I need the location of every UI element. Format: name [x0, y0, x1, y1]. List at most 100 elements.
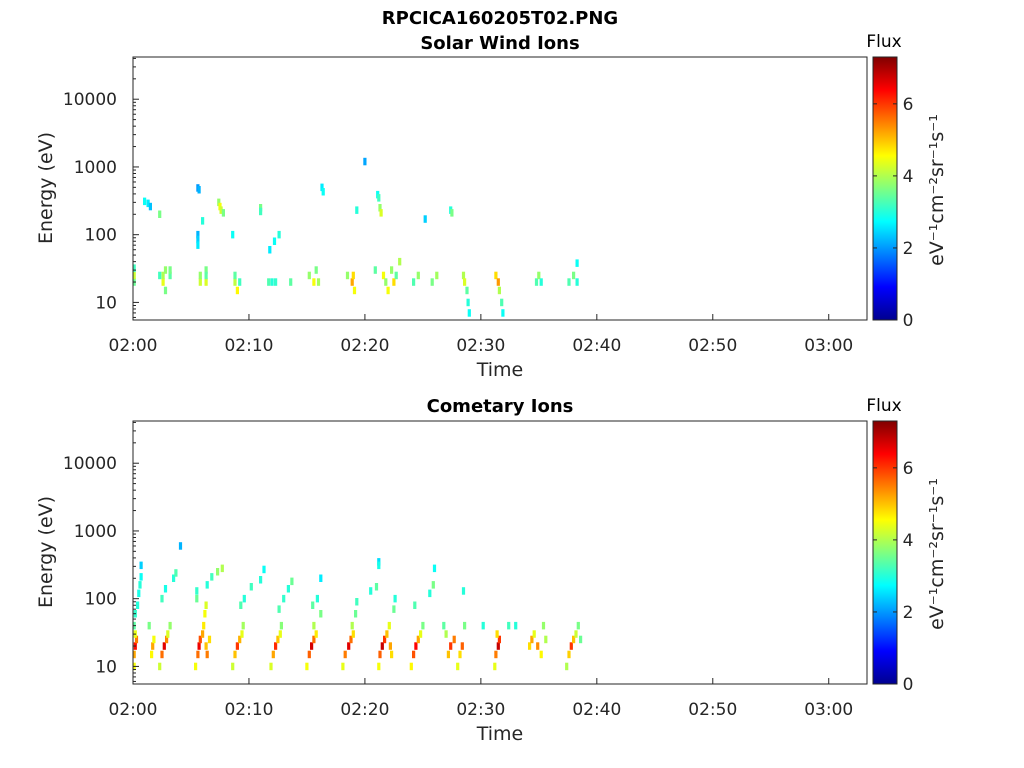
cometary-flux-cell	[274, 642, 278, 650]
cometary-flux-cell	[428, 589, 432, 598]
cometary-y-ticks: 10 100 1000 10000	[63, 421, 139, 682]
cometary-flux-cell	[319, 574, 323, 582]
solar-wind-flux-cell	[196, 230, 200, 239]
cometary-colorbar-tick-label: 0	[903, 675, 914, 695]
cometary-flux-cell	[409, 662, 413, 671]
solar-wind-flux-cell	[204, 271, 208, 280]
cometary-flux-cell	[139, 573, 143, 581]
cometary-flux-cell	[220, 564, 224, 573]
solar-wind-flux-cell	[146, 199, 150, 208]
solar-wind-flux-cell	[217, 198, 221, 207]
cometary-flux-cell	[544, 635, 548, 644]
solar-wind-x-tick-label: 03:00	[804, 336, 853, 356]
cometary-flux-cell	[514, 621, 518, 630]
cometary-flux-cell	[162, 642, 166, 650]
solar-wind-flux-cell	[351, 271, 355, 280]
cometary-flux-cell	[312, 635, 316, 644]
cometary-flux-cell	[165, 635, 169, 644]
solar-wind-flux-cell	[198, 271, 202, 280]
solar-wind-spectrogram	[132, 157, 579, 317]
solar-wind-flux-cell	[274, 278, 278, 286]
cometary-colorbar-tick-label: 4	[903, 531, 914, 551]
cometary-flux-cell	[312, 621, 316, 630]
cometary-flux-cell	[195, 587, 199, 595]
solar-wind-x-tick-label: 02:10	[224, 336, 273, 356]
cometary-flux-cell	[139, 561, 143, 570]
solar-wind-flux-cell	[268, 246, 272, 254]
cometary-x-tick-label: 03:00	[804, 700, 853, 720]
cometary-axes	[132, 420, 868, 685]
cometary-flux-cell	[446, 650, 450, 659]
cometary-flux-cell	[377, 662, 381, 671]
cometary-flux-cell	[390, 650, 394, 659]
solar-wind-flux-cell	[461, 271, 466, 280]
solar-wind-flux-cell	[575, 278, 579, 286]
cometary-flux-cell	[315, 594, 319, 603]
cometary-flux-cell	[172, 574, 176, 582]
solar-wind-x-ticks: 02:00 02:10 02:20 02:30 02:40 02:50 03:00	[109, 314, 853, 356]
cometary-x-label: Time	[476, 723, 524, 745]
solar-wind-x-tick-label: 02:50	[688, 336, 737, 356]
cometary-colorbar-scale	[872, 420, 898, 685]
solar-wind-flux-cell	[392, 278, 396, 286]
cometary-flux-cell	[204, 601, 208, 609]
cometary-flux-cell	[350, 621, 354, 630]
cometary-flux-cell	[277, 605, 281, 613]
figure-title: RPCICA160205T02.PNG	[382, 8, 618, 29]
solar-wind-axes	[132, 56, 868, 321]
cometary-flux-cell	[388, 642, 392, 650]
solar-wind-flux-cell	[394, 271, 398, 280]
cometary-flux-cell	[530, 635, 534, 644]
cometary-flux-cell	[481, 621, 485, 630]
cometary-flux-cell	[238, 635, 242, 644]
solar-wind-flux-cell	[450, 209, 454, 217]
cometary-flux-cell	[147, 621, 151, 630]
solar-wind-colorbar-title: Flux	[866, 32, 901, 52]
solar-wind-flux-cell	[500, 298, 504, 307]
solar-wind-flux-cell	[196, 235, 200, 244]
cometary-flux-cell	[196, 650, 200, 659]
solar-wind-flux-cell	[575, 259, 579, 267]
cometary-flux-cell	[205, 650, 209, 659]
cometary-x-tick-label: 02:20	[340, 700, 389, 720]
cometary-y-tick-label: 10	[95, 657, 117, 677]
cometary-flux-cell	[387, 621, 391, 630]
solar-wind-flux-cell	[196, 241, 200, 249]
cometary-flux-cell	[463, 621, 467, 630]
cometary-flux-cell	[233, 650, 237, 659]
solar-wind-flux-cell	[390, 266, 394, 274]
solar-wind-y-tick-label: 100	[85, 226, 117, 246]
solar-wind-flux-cell	[198, 278, 202, 286]
cometary-flux-cell	[393, 594, 397, 603]
cometary-flux-cell	[160, 594, 164, 603]
cometary-flux-cell	[242, 594, 246, 603]
cometary-y-label: Energy (eV)	[35, 496, 57, 608]
solar-wind-flux-cell	[467, 309, 471, 317]
solar-wind-colorbar-tick-label: 4	[903, 167, 914, 187]
cometary-flux-cell	[152, 635, 156, 644]
solar-wind-flux-cell	[567, 278, 571, 286]
solar-wind-flux-cell	[350, 278, 354, 286]
solar-wind-x-tick-label: 02:20	[340, 336, 389, 356]
cometary-flux-cell	[259, 576, 263, 584]
solar-wind-flux-cell	[497, 286, 501, 295]
solar-wind-flux-cell	[235, 286, 239, 295]
solar-wind-colorbar-tick-label: 2	[903, 239, 914, 259]
cometary-colorbar-title: Flux	[866, 396, 901, 416]
solar-wind-panel: Solar Wind Ions 02:00 02:10 02:20 02:30 02:4…	[35, 32, 948, 381]
solar-wind-flux-cell	[161, 278, 165, 286]
solar-wind-y-tick-label: 10	[95, 293, 117, 313]
cometary-flux-cell	[343, 650, 347, 659]
solar-wind-flux-cell	[416, 271, 420, 280]
cometary-flux-cell	[151, 642, 155, 650]
solar-wind-flux-cell	[161, 271, 165, 280]
cometary-flux-cell	[413, 601, 417, 609]
cometary-flux-cell	[282, 594, 286, 603]
cometary-flux-cell	[536, 642, 540, 650]
solar-wind-flux-cell	[148, 202, 152, 211]
cometary-flux-cell	[134, 635, 139, 644]
solar-wind-y-tick-label: 10000	[63, 90, 117, 110]
solar-wind-flux-cell	[314, 266, 318, 274]
cometary-flux-cell	[444, 630, 448, 638]
